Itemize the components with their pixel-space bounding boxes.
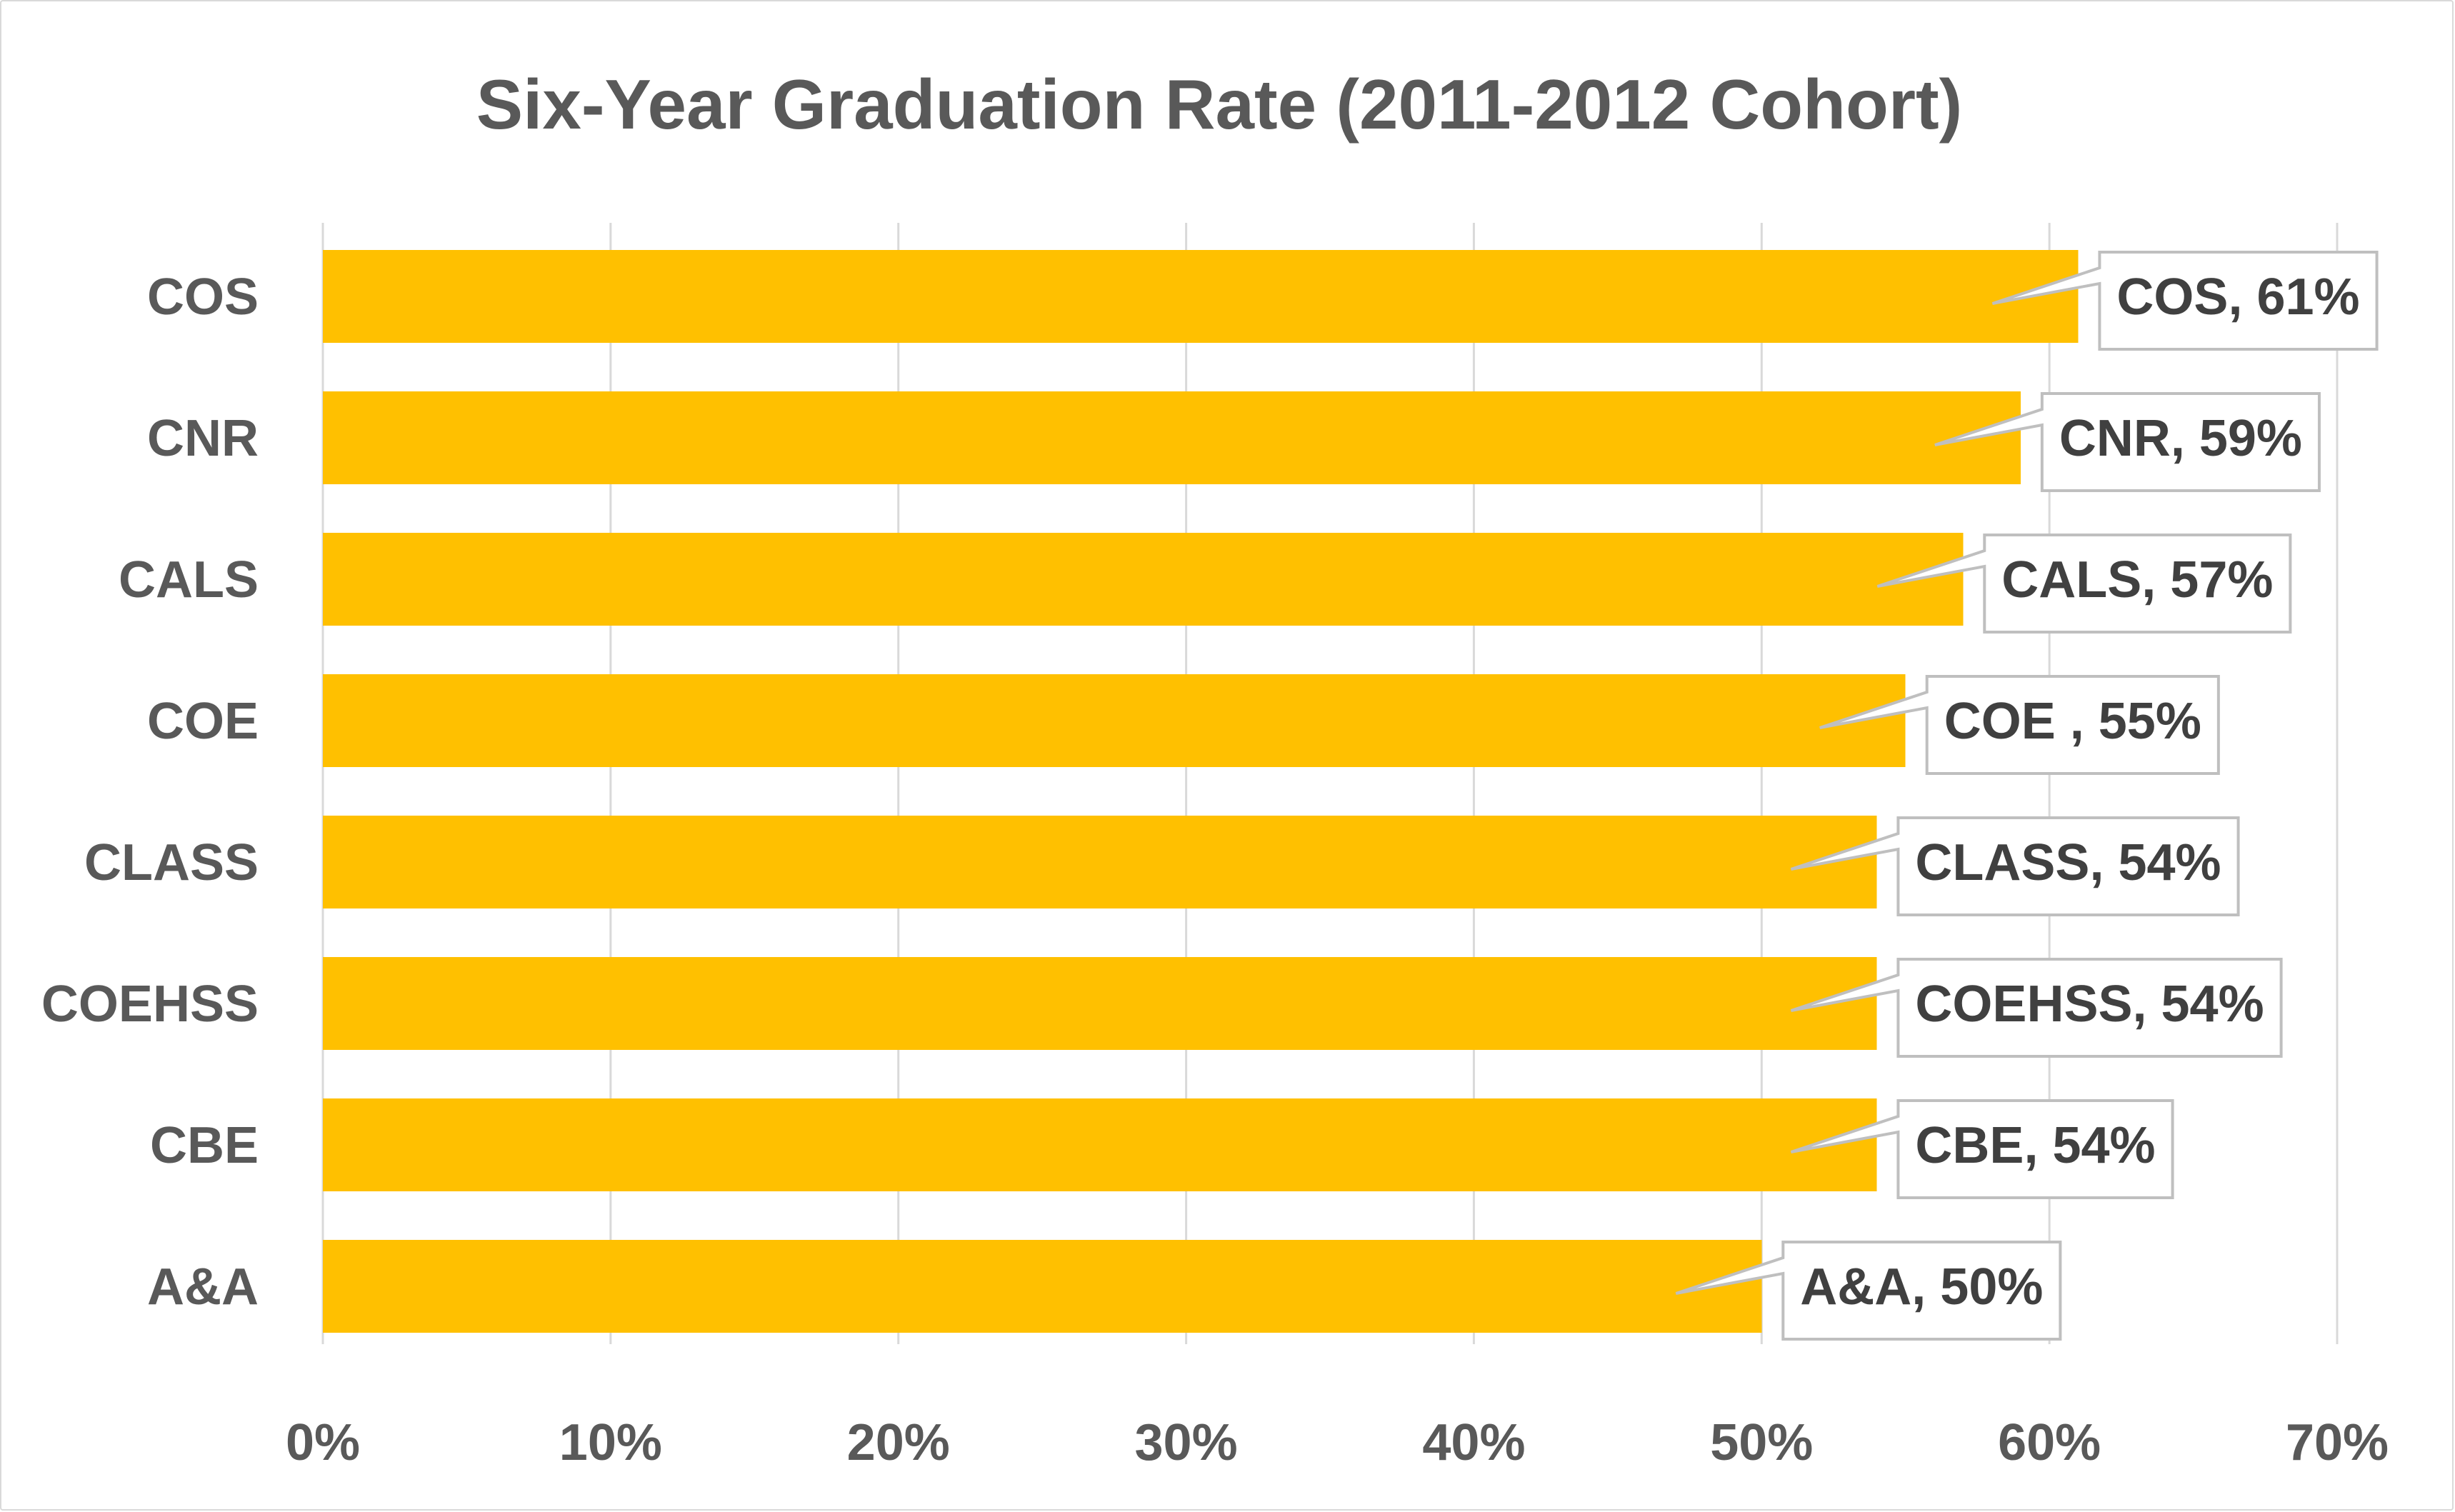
x-tick-label: 70% — [2286, 1414, 2389, 1471]
callout-box — [1819, 675, 2220, 775]
bar — [323, 1098, 1877, 1191]
x-tick-label: 60% — [1998, 1414, 2101, 1471]
bar — [323, 533, 1964, 626]
data-label: CBE, 54% — [1915, 1117, 2155, 1174]
data-callouts: COS, 61% CNR, 59% CALS, 57% COE , 55% CLASS,… — [1675, 251, 2379, 1341]
bar — [323, 816, 1877, 908]
x-tick-label: 0% — [286, 1414, 360, 1471]
category-label: CNR — [147, 410, 259, 467]
callout-box — [1790, 816, 2240, 916]
data-label-callout: CBE, 54% — [1790, 1099, 2174, 1199]
bar — [323, 250, 2079, 343]
callout-box — [1675, 1241, 2062, 1341]
callout-box — [1991, 251, 2379, 351]
category-label: COS — [147, 269, 259, 326]
data-label-callout: A&A, 50% — [1675, 1241, 2062, 1341]
data-label-callout: CLASS, 54% — [1790, 816, 2240, 916]
callout-box — [1876, 534, 2292, 634]
bar — [323, 957, 1877, 1050]
x-tick-label: 40% — [1422, 1414, 1525, 1471]
data-label-callout: COE , 55% — [1819, 675, 2220, 775]
data-label: COE , 55% — [1944, 693, 2201, 750]
callout-box — [1790, 958, 2283, 1058]
category-label: CLASS — [84, 834, 259, 891]
bar — [323, 674, 1906, 767]
data-label-callout: CNR, 59% — [1934, 392, 2321, 492]
data-label: CNR, 59% — [2059, 410, 2302, 467]
data-label-callout: COEHSS, 54% — [1790, 958, 2283, 1058]
bar — [323, 1240, 1762, 1333]
category-label: COEHSS — [41, 976, 259, 1033]
x-tick-label: 50% — [1710, 1414, 1813, 1471]
x-tick-label: 20% — [847, 1414, 950, 1471]
category-labels: COS CNR CALS COE CLASS COEHSS CBE A&A — [41, 269, 259, 1316]
data-label: CLASS, 54% — [1915, 834, 2221, 891]
bars — [323, 250, 2079, 1333]
category-label: CBE — [150, 1117, 259, 1174]
x-tick-label: 10% — [559, 1414, 662, 1471]
x-tick-label: 30% — [1135, 1414, 1238, 1471]
data-label: A&A, 50% — [1800, 1258, 2043, 1316]
chart-title: Six-Year Graduation Rate (2011-2012 Coho… — [476, 65, 1963, 144]
category-label: CALS — [119, 551, 259, 609]
callout-box — [1934, 392, 2321, 492]
data-label: COEHSS, 54% — [1915, 976, 2264, 1033]
data-label: CALS, 57% — [2001, 551, 2273, 609]
data-label-callout: CALS, 57% — [1876, 534, 2292, 634]
callout-box — [1790, 1099, 2174, 1199]
bar — [323, 391, 2021, 484]
data-label-callout: COS, 61% — [1991, 251, 2379, 351]
category-label: COE — [147, 693, 259, 750]
x-tick-labels: 0% 10% 20% 30% 40% 50% 60% 70% — [286, 1414, 2389, 1471]
data-label: COS, 61% — [2116, 269, 2359, 326]
category-label: A&A — [147, 1258, 259, 1316]
